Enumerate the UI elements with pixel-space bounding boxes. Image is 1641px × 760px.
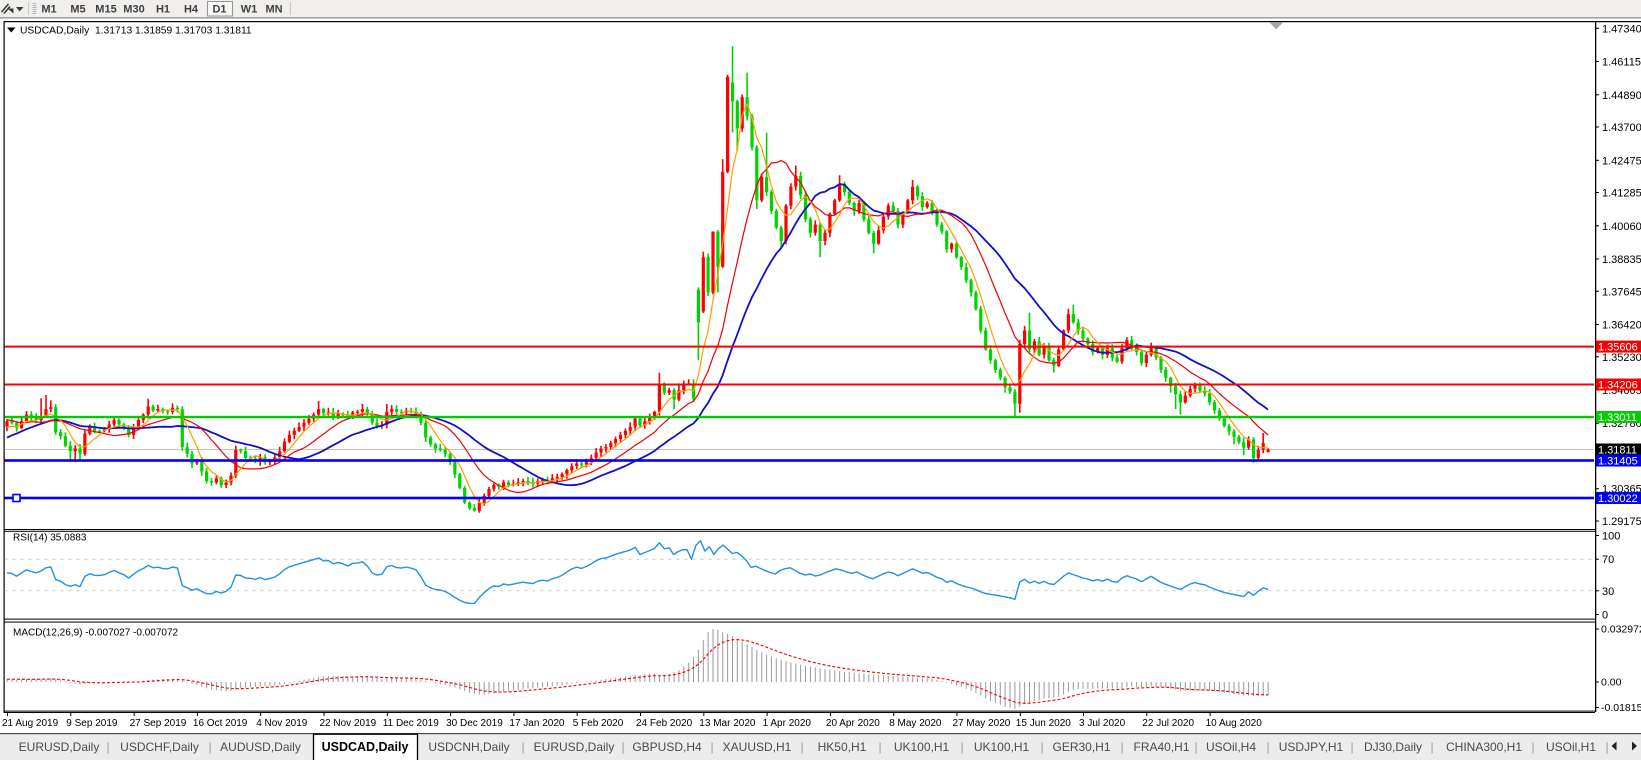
svg-text:|: | — [878, 740, 881, 754]
svg-text:20 Apr 2020: 20 Apr 2020 — [826, 718, 880, 729]
svg-text:|: | — [208, 740, 211, 754]
svg-text:|: | — [1430, 740, 1433, 754]
svg-text:1.43700: 1.43700 — [1602, 122, 1641, 134]
svg-text:70: 70 — [1602, 554, 1614, 566]
svg-text:GER30,H1: GER30,H1 — [1052, 740, 1110, 754]
svg-text:M30: M30 — [123, 4, 144, 16]
svg-text:USDJPY,H1: USDJPY,H1 — [1279, 740, 1344, 754]
svg-text:1.31405: 1.31405 — [1598, 456, 1638, 468]
svg-text:1.35606: 1.35606 — [1598, 342, 1638, 354]
svg-text:24 Feb 2020: 24 Feb 2020 — [636, 718, 693, 729]
svg-text:|: | — [1194, 740, 1197, 754]
svg-text:1.36420: 1.36420 — [1602, 320, 1641, 332]
svg-text:1.47340: 1.47340 — [1602, 23, 1641, 35]
svg-text:1.46115: 1.46115 — [1602, 57, 1641, 69]
svg-text:USDCAD,Daily 1.31713 1.31859: USDCAD,Daily 1.31713 1.31859 1.31703 1.3… — [20, 26, 252, 37]
svg-text:22 Jul 2020: 22 Jul 2020 — [1142, 718, 1194, 729]
svg-text:1.30022: 1.30022 — [1598, 493, 1638, 505]
svg-text:|: | — [621, 740, 624, 754]
svg-text:|: | — [1120, 740, 1123, 754]
svg-text:UK100,H1: UK100,H1 — [894, 740, 950, 754]
svg-text:FRA40,H1: FRA40,H1 — [1133, 740, 1189, 754]
svg-text:1.35230: 1.35230 — [1602, 352, 1641, 364]
svg-text:EURUSD,Daily: EURUSD,Daily — [19, 740, 100, 754]
svg-text:15 Jun 2020: 15 Jun 2020 — [1016, 718, 1071, 729]
svg-text:|: | — [1350, 740, 1353, 754]
svg-text:27 Sep 2019: 27 Sep 2019 — [130, 718, 187, 729]
svg-text:|: | — [1605, 740, 1608, 754]
svg-text:|: | — [960, 740, 963, 754]
svg-text:1.34206: 1.34206 — [1598, 380, 1638, 392]
svg-text:1.40060: 1.40060 — [1602, 221, 1641, 233]
svg-text:|: | — [521, 740, 524, 754]
svg-text:EURUSD,Daily: EURUSD,Daily — [534, 740, 615, 754]
svg-text:USDCHF,Daily: USDCHF,Daily — [120, 740, 199, 754]
svg-text:9 Sep 2019: 9 Sep 2019 — [66, 718, 118, 729]
svg-text:0: 0 — [1602, 610, 1608, 622]
svg-text:H1: H1 — [156, 4, 170, 16]
svg-text:DJ30,Daily: DJ30,Daily — [1364, 740, 1422, 754]
svg-text:13 Mar 2020: 13 Mar 2020 — [699, 718, 756, 729]
svg-text:8 May 2020: 8 May 2020 — [889, 718, 942, 729]
svg-text:100: 100 — [1602, 531, 1620, 543]
svg-text:0.032972: 0.032972 — [1601, 624, 1641, 636]
svg-text:|: | — [1266, 740, 1269, 754]
svg-text:17 Jan 2020: 17 Jan 2020 — [509, 718, 564, 729]
svg-text:|: | — [106, 740, 109, 754]
svg-text:|: | — [800, 740, 803, 754]
svg-text:M5: M5 — [70, 4, 85, 16]
svg-text:1.31811: 1.31811 — [1598, 445, 1637, 457]
svg-text:30 Dec 2019: 30 Dec 2019 — [446, 718, 503, 729]
svg-text:1 Apr 2020: 1 Apr 2020 — [763, 718, 812, 729]
svg-text:|: | — [710, 740, 713, 754]
svg-text:MACD(12,26,9) -0.007027 -0.007: MACD(12,26,9) -0.007027 -0.007072 — [13, 628, 179, 639]
svg-text:22 Nov 2019: 22 Nov 2019 — [320, 718, 377, 729]
svg-text:3 Jul 2020: 3 Jul 2020 — [1079, 718, 1126, 729]
svg-text:1.44890: 1.44890 — [1602, 90, 1641, 102]
svg-text:5 Feb 2020: 5 Feb 2020 — [573, 718, 624, 729]
svg-text:M15: M15 — [95, 4, 116, 16]
svg-text:USDCNH,Daily: USDCNH,Daily — [428, 740, 509, 754]
svg-text:D1: D1 — [212, 4, 226, 16]
svg-text:XAUUSD,H1: XAUUSD,H1 — [723, 740, 792, 754]
svg-text:30: 30 — [1602, 586, 1614, 598]
svg-text:|: | — [1040, 740, 1043, 754]
svg-text:1.41285: 1.41285 — [1602, 188, 1641, 200]
svg-text:27 May 2020: 27 May 2020 — [953, 718, 1011, 729]
svg-text:H4: H4 — [184, 4, 199, 16]
svg-text:GBPUSD,H4: GBPUSD,H4 — [632, 740, 702, 754]
svg-text:CHINA300,H1: CHINA300,H1 — [1446, 740, 1522, 754]
svg-text:1.42475: 1.42475 — [1602, 155, 1641, 167]
svg-text:10 Aug 2020: 10 Aug 2020 — [1206, 718, 1263, 729]
svg-text:|: | — [1531, 740, 1534, 754]
svg-text:-0.018154: -0.018154 — [1601, 702, 1641, 714]
svg-text:1.38835: 1.38835 — [1602, 254, 1641, 266]
svg-text:1.33011: 1.33011 — [1598, 412, 1637, 424]
svg-text:4 Nov 2019: 4 Nov 2019 — [256, 718, 308, 729]
svg-text:AUDUSD,Daily: AUDUSD,Daily — [220, 740, 301, 754]
svg-text:11 Dec 2019: 11 Dec 2019 — [383, 718, 439, 729]
svg-text:W1: W1 — [241, 4, 258, 16]
svg-text:USDCAD,Daily: USDCAD,Daily — [322, 740, 409, 754]
svg-text:M1: M1 — [41, 4, 56, 16]
svg-text:UK100,H1: UK100,H1 — [974, 740, 1030, 754]
svg-text:MN: MN — [265, 4, 282, 16]
svg-text:USOil,H1: USOil,H1 — [1546, 740, 1596, 754]
svg-text:USOil,H4: USOil,H4 — [1206, 740, 1256, 754]
svg-text:RSI(14) 35.0883: RSI(14) 35.0883 — [13, 533, 87, 544]
svg-text:16 Oct 2019: 16 Oct 2019 — [193, 718, 248, 729]
svg-text:HK50,H1: HK50,H1 — [818, 740, 867, 754]
svg-text:1.29175: 1.29175 — [1602, 516, 1641, 528]
svg-text:1.37645: 1.37645 — [1602, 286, 1641, 298]
svg-text:0.00: 0.00 — [1601, 677, 1622, 689]
svg-text:21 Aug 2019: 21 Aug 2019 — [2, 718, 59, 729]
